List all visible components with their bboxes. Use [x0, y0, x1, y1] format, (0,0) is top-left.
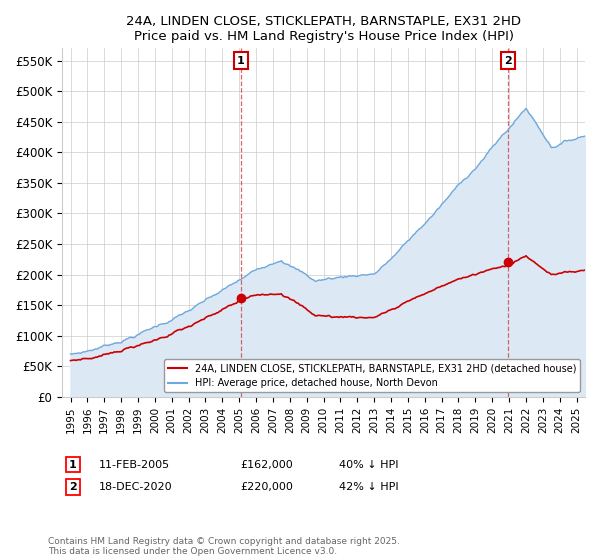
Text: 2: 2	[69, 482, 77, 492]
Text: 11-FEB-2005: 11-FEB-2005	[99, 460, 170, 470]
Text: £162,000: £162,000	[240, 460, 293, 470]
Text: 40% ↓ HPI: 40% ↓ HPI	[339, 460, 398, 470]
Text: 1: 1	[237, 55, 245, 66]
Text: Contains HM Land Registry data © Crown copyright and database right 2025.
This d: Contains HM Land Registry data © Crown c…	[48, 537, 400, 557]
Legend: 24A, LINDEN CLOSE, STICKLEPATH, BARNSTAPLE, EX31 2HD (detached house), HPI: Aver: 24A, LINDEN CLOSE, STICKLEPATH, BARNSTAP…	[164, 360, 580, 392]
Text: £220,000: £220,000	[240, 482, 293, 492]
Text: 18-DEC-2020: 18-DEC-2020	[99, 482, 173, 492]
Title: 24A, LINDEN CLOSE, STICKLEPATH, BARNSTAPLE, EX31 2HD
Price paid vs. HM Land Regi: 24A, LINDEN CLOSE, STICKLEPATH, BARNSTAP…	[126, 15, 521, 43]
Text: 2: 2	[505, 55, 512, 66]
Text: 42% ↓ HPI: 42% ↓ HPI	[339, 482, 398, 492]
Text: 1: 1	[69, 460, 77, 470]
